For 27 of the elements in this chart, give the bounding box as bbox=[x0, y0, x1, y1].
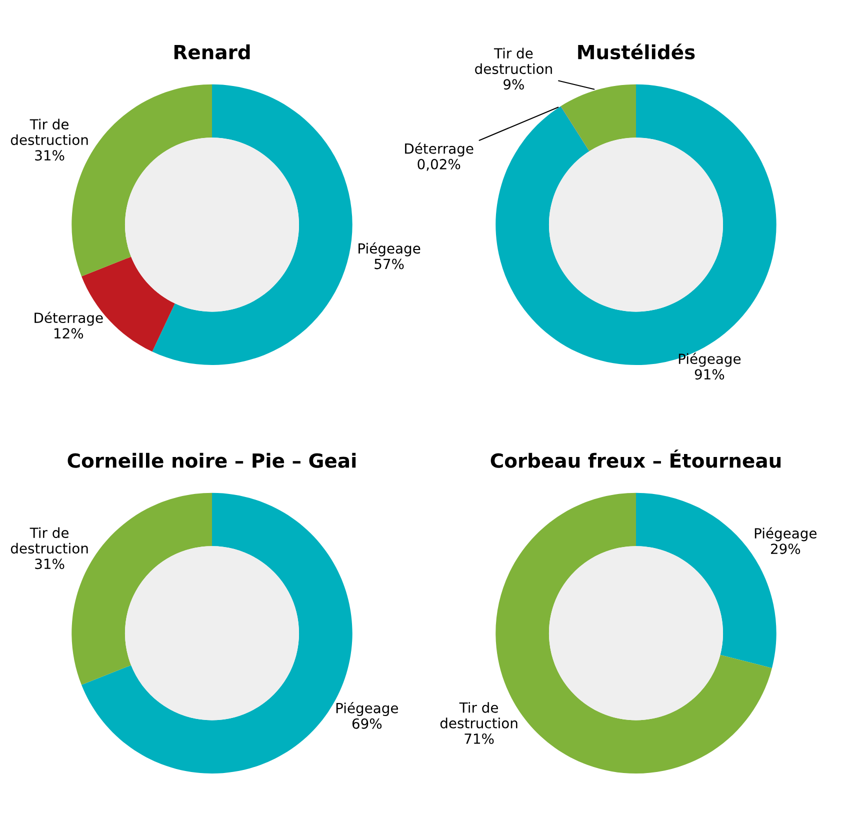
data-label: 57% bbox=[374, 258, 404, 270]
slice-label: Tir de destruction bbox=[440, 702, 518, 728]
slice-label: Piégeage bbox=[678, 352, 741, 367]
data-label: 0,02% bbox=[418, 158, 460, 171]
slice-label: Tir de destruction bbox=[475, 48, 552, 74]
donut-slice bbox=[560, 84, 636, 152]
donut-slice bbox=[560, 106, 590, 152]
data-label: 71% bbox=[464, 733, 494, 744]
data-label: 12% bbox=[54, 328, 84, 339]
donut-slice bbox=[152, 84, 352, 366]
slice-label: Déterrage bbox=[405, 142, 474, 157]
data-label: 91% bbox=[694, 369, 724, 380]
data-label: 29% bbox=[770, 544, 800, 554]
chart-title: Corbeau freux – Étourneau bbox=[490, 450, 781, 468]
chart-title: Mustélidés bbox=[578, 44, 695, 60]
slice-label: Piégeage bbox=[754, 527, 817, 542]
data-label: 69% bbox=[352, 718, 382, 729]
data-label: 9% bbox=[504, 79, 524, 90]
chart-title: Renard bbox=[174, 44, 250, 60]
slice-label: Tir de destruction bbox=[10, 118, 88, 146]
slice-label: Déterrage bbox=[34, 312, 103, 326]
data-label: 31% bbox=[35, 558, 64, 570]
data-label: 31% bbox=[35, 150, 64, 161]
chart-title: Corneille noire – Pie – Geai bbox=[68, 452, 356, 468]
slice-label: Piégeage bbox=[358, 242, 420, 256]
slice-label: Tir de destruction bbox=[10, 527, 88, 554]
slice-label: Piégeage bbox=[336, 702, 398, 716]
